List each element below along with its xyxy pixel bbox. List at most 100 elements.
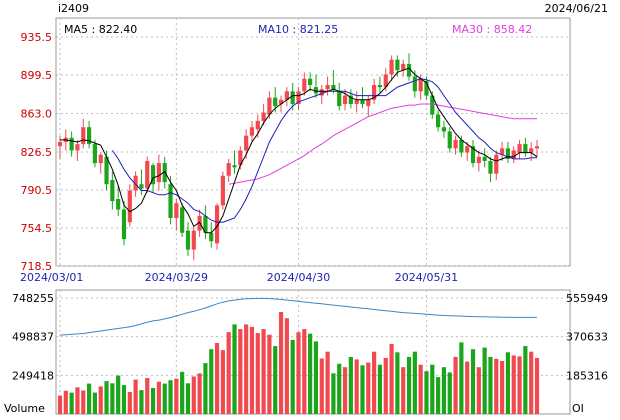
volume-bar — [244, 324, 249, 414]
candle-up — [465, 146, 470, 153]
volume-axis-label: Volume — [4, 402, 45, 415]
volume-bar — [308, 333, 313, 414]
candle-down — [162, 163, 167, 183]
candle-down — [150, 165, 156, 185]
volume-bar — [278, 311, 284, 414]
candle-up — [534, 146, 540, 149]
candle-down — [447, 131, 452, 149]
candle-down — [180, 207, 185, 233]
volume-bar — [447, 372, 452, 414]
volume-bar — [517, 356, 522, 414]
volume-bar — [273, 346, 278, 414]
volume-bar — [162, 383, 167, 414]
volume-bar — [185, 383, 191, 414]
candle-down — [308, 78, 313, 86]
candle-down — [459, 139, 464, 153]
volume-bar — [98, 386, 103, 414]
volume-bar — [214, 342, 220, 414]
candle-down — [348, 95, 353, 105]
candle-up — [98, 154, 103, 164]
volume-bar — [180, 371, 185, 414]
volume-bars — [57, 311, 540, 414]
ma5-line — [60, 67, 538, 234]
volume-bar — [197, 373, 202, 414]
volume-bar — [354, 359, 359, 414]
volume-bar — [156, 381, 161, 414]
volume-bar — [342, 367, 348, 414]
candle-down — [470, 146, 476, 164]
candle-down — [482, 156, 487, 161]
candle-down — [104, 156, 109, 185]
volume-bar — [284, 318, 289, 414]
candle-up — [476, 156, 481, 164]
volume-bar — [110, 383, 115, 414]
price-tick-label: 790.5 — [21, 184, 53, 197]
candle-up — [529, 148, 534, 153]
candle-down — [488, 160, 493, 174]
volume-bar — [412, 351, 417, 414]
candle-up — [319, 89, 324, 96]
volume-bar — [337, 363, 342, 414]
date-tick-label: 2024/03/29 — [145, 271, 208, 284]
oi-axis-label: OI — [572, 402, 584, 415]
candle-up — [511, 150, 516, 159]
volume-panel: 748255 498837 249418 555949 370633 185316 Vo… — [4, 289, 608, 415]
candle-up — [57, 142, 63, 147]
ma-legend: MA5 : 822.40 MA10 : 821.25 MA30 : 858.42 — [64, 23, 532, 36]
volume-bar — [191, 376, 196, 414]
volume-bar — [302, 329, 307, 414]
candle-up — [278, 99, 284, 105]
volume-bar — [63, 390, 68, 414]
candle-down — [110, 179, 115, 202]
price-x-axis: 2024/03/01 2024/03/29 2024/04/30 2024/05/31 — [20, 271, 458, 284]
date-tick-label: 2024/04/30 — [267, 271, 330, 284]
candle-up — [401, 63, 406, 71]
date-label: 2024/06/21 — [545, 2, 608, 15]
volume-bar — [249, 326, 255, 414]
candle-down — [273, 97, 278, 107]
volume-bar — [127, 391, 132, 414]
candle-down — [209, 232, 214, 242]
candle-down — [203, 215, 208, 233]
volume-bar — [168, 380, 173, 414]
volume-bar — [534, 357, 540, 414]
volume-bar — [139, 390, 144, 414]
volume-bar — [104, 381, 109, 414]
candle-down — [69, 137, 74, 151]
volume-bar — [424, 371, 429, 414]
volume-bar — [453, 356, 458, 414]
candle-up — [75, 144, 80, 151]
candle-down — [168, 184, 173, 218]
volume-bar — [465, 361, 470, 414]
volume-bar — [436, 377, 441, 414]
candle-down — [185, 230, 191, 250]
volume-bar — [395, 352, 400, 414]
volume-bar — [476, 367, 481, 414]
volume-bar — [401, 367, 406, 414]
candlestick-series — [57, 53, 540, 261]
volume-bar — [267, 334, 272, 414]
candle-down — [412, 76, 417, 92]
volume-bar — [459, 342, 464, 414]
volume-bar — [377, 364, 383, 414]
candle-down — [337, 91, 342, 107]
volume-bar — [366, 362, 371, 414]
volume-bar — [145, 378, 150, 414]
date-tick-label: 2024/03/01 — [20, 271, 83, 284]
oi-tick-label: 555949 — [566, 292, 608, 305]
candle-up — [494, 154, 499, 174]
candle-down — [424, 80, 429, 96]
oi-tick-label: 370633 — [566, 331, 608, 344]
candle-down — [232, 165, 237, 168]
volume-bar — [86, 383, 92, 414]
volume-bar — [133, 379, 138, 414]
volume-bar — [494, 358, 499, 414]
candle-down — [331, 85, 336, 90]
candle-down — [139, 184, 144, 189]
candle-up — [267, 97, 272, 115]
candle-up — [214, 205, 220, 244]
oi-line — [59, 297, 537, 336]
volume-bar — [482, 347, 487, 414]
volume-bar — [238, 329, 243, 414]
